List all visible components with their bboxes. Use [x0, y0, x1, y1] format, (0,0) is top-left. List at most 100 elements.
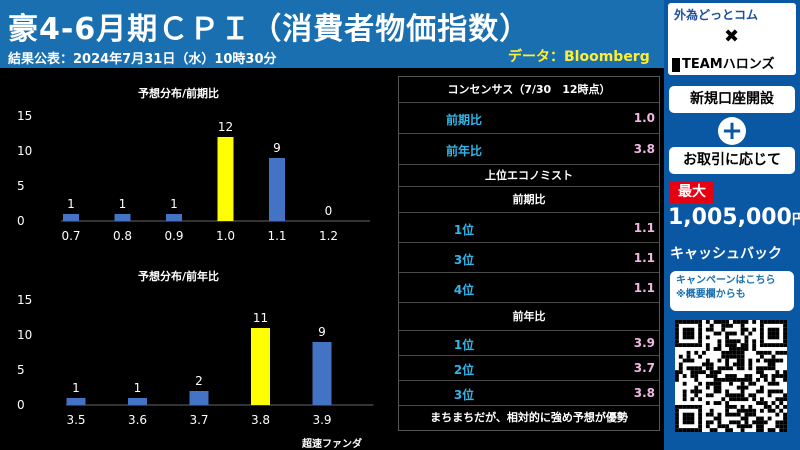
qr-module [744, 408, 749, 413]
qr-module [783, 320, 787, 324]
qr-module [721, 377, 726, 382]
row-value: 1.1 [633, 251, 655, 265]
table-row: 1位 3.9 [399, 331, 659, 356]
qr-module [779, 420, 784, 425]
qr-module [736, 366, 741, 371]
qr-module [694, 389, 699, 394]
qr-module [767, 358, 772, 363]
qr-module [748, 404, 753, 409]
qr-module [748, 362, 753, 367]
data-label: 1 [119, 197, 127, 211]
qr-module [744, 327, 749, 332]
x-tick-label: 1.2 [319, 229, 338, 243]
qr-module [748, 377, 753, 382]
brand-logo-box[interactable]: 外為どっとコム ✖ TEAMハロンズ [668, 3, 796, 75]
qr-module [725, 389, 730, 394]
qr-module [675, 404, 679, 409]
qr-module [771, 362, 776, 367]
qr-module [736, 362, 741, 367]
qr-module [709, 408, 714, 413]
qr-module [709, 366, 714, 371]
qr-module [713, 401, 718, 405]
qr-module [675, 412, 679, 417]
qr-module [686, 350, 691, 355]
bar [128, 398, 147, 405]
qr-module [744, 416, 749, 421]
team-bar-icon [672, 57, 680, 72]
row-value: 3.8 [633, 142, 655, 156]
qr-module [759, 374, 764, 378]
qr-module [682, 420, 687, 425]
bar [312, 342, 332, 405]
qr-module [698, 381, 703, 386]
qr-module [729, 377, 733, 382]
qr-module [759, 327, 764, 332]
qr-module [705, 320, 710, 324]
qr-module [740, 389, 745, 394]
qr-module [759, 397, 764, 402]
qr-module [690, 428, 695, 432]
qr-module [698, 323, 703, 328]
qr-module [717, 401, 722, 405]
qr-module [702, 362, 706, 367]
qr-module [779, 401, 784, 405]
qr-module [686, 366, 691, 371]
y-tick-label: 0 [17, 214, 25, 228]
qr-module [783, 327, 787, 332]
cashback-amount: 1,005,000円 [668, 205, 800, 230]
qr-module [767, 381, 772, 386]
row-label: 前期比 [445, 113, 482, 127]
qr-module [698, 420, 703, 425]
qr-module [748, 331, 753, 336]
qr-module [705, 412, 710, 417]
row-value: 1.1 [633, 221, 655, 235]
qr-module [698, 335, 703, 340]
qr-module [767, 393, 772, 398]
campaign-bubble[interactable]: キャンペーンはこちら ※概要欄からも [670, 271, 794, 311]
qr-module [694, 343, 699, 348]
qr-module [759, 320, 764, 324]
qr-module [763, 401, 768, 405]
qr-module [705, 362, 710, 367]
qr-module [771, 374, 776, 378]
qr-module [709, 412, 714, 417]
qr-module [690, 358, 695, 363]
qr-module [705, 366, 710, 371]
qr-module [682, 374, 687, 378]
qr-module [690, 331, 695, 336]
qr-module [759, 331, 764, 336]
qr-module [709, 323, 714, 328]
table-row: 3位 1.1 [399, 243, 659, 273]
qr-module [686, 335, 691, 340]
x-tick-label: 3.7 [189, 413, 208, 427]
qr-module [775, 327, 780, 332]
qr-module [752, 343, 757, 348]
qr-module [756, 424, 760, 429]
qr-code-icon[interactable] [675, 320, 787, 432]
qr-module [721, 354, 726, 359]
qr-module [732, 412, 737, 417]
qr-module [783, 412, 787, 417]
qr-module [771, 335, 776, 340]
qr-module [767, 335, 772, 340]
qr-module [767, 343, 772, 348]
qr-module [744, 374, 749, 378]
qr-module [682, 335, 687, 340]
header-banner: 豪4-6月期ＣＰＩ（消費者物価指数） 結果公表：2024年7月31日（水）10時… [0, 0, 664, 68]
qr-module [729, 347, 733, 351]
bar [114, 214, 131, 221]
qr-module [729, 381, 733, 386]
qr-module [698, 366, 703, 371]
qr-module [675, 420, 679, 425]
qr-module [690, 320, 695, 324]
qr-module [740, 354, 745, 359]
row-label: 1位 [453, 223, 475, 237]
open-account-button[interactable]: 新規口座開設 [669, 86, 795, 113]
qr-module [771, 331, 776, 336]
qr-module [744, 347, 749, 351]
qr-module [740, 416, 745, 421]
qr-module [763, 343, 768, 348]
main-panel: 豪4-6月期ＣＰＩ（消費者物価指数） 結果公表：2024年7月31日（水）10時… [0, 0, 664, 450]
qr-module [713, 370, 718, 375]
qr-module [752, 339, 757, 344]
